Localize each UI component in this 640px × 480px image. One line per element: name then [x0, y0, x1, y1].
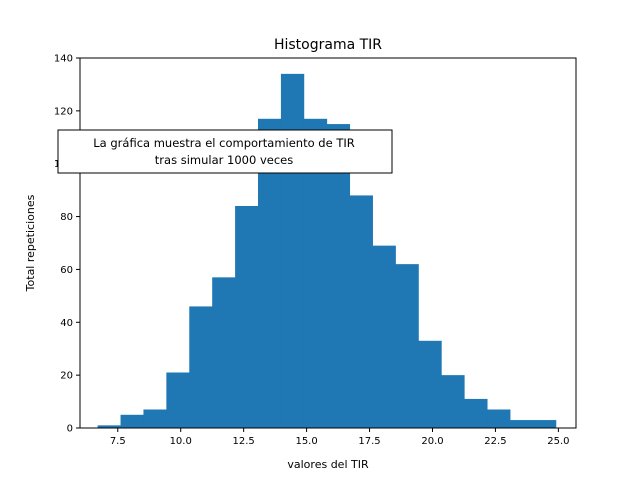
histogram-bar-2 — [143, 409, 167, 428]
y-axis-ticks: 020406080100120140 — [54, 54, 80, 435]
histogram-bars — [97, 73, 557, 429]
histogram-bar-14 — [418, 340, 442, 428]
y-tick-label: 140 — [54, 54, 73, 65]
histogram-bar-3 — [166, 372, 190, 428]
histogram-bar-5 — [212, 277, 236, 428]
y-tick-label: 80 — [60, 212, 73, 223]
histogram-bar-12 — [372, 245, 396, 428]
x-axis-label: valores del TIR — [287, 458, 369, 471]
histogram-bar-9 — [303, 118, 328, 429]
y-tick-label: 60 — [60, 265, 73, 276]
histogram-bar-8 — [280, 73, 305, 428]
histogram-bar-13 — [395, 264, 419, 428]
histogram-bar-11 — [349, 195, 373, 428]
chart-title: Histograma TIR — [274, 37, 382, 53]
plot-frame — [79, 57, 577, 429]
annotation-line-2: tras simular 1000 veces — [155, 153, 293, 167]
annotation-frame — [57, 129, 393, 174]
x-tick-label: 12.5 — [233, 436, 255, 447]
y-tick-label: 120 — [54, 106, 73, 117]
histogram-bar-17 — [487, 409, 511, 428]
histogram-bar-15 — [441, 375, 465, 428]
x-axis-ticks: 7.5 10.0 12.5 15.0 17.5 20.0 22.5 25.0 — [110, 428, 570, 447]
x-tick-label: 25.0 — [547, 436, 569, 447]
annotation-line-1: La gráfica muestra el comportamiento de … — [93, 136, 354, 150]
x-tick-label: 7.5 — [110, 436, 126, 447]
histogram-bar-18 — [510, 420, 534, 428]
x-tick-label: 22.5 — [484, 436, 506, 447]
histogram-bar-1 — [120, 414, 144, 428]
histogram-bar-4 — [189, 306, 213, 428]
histogram-bar-7 — [258, 118, 282, 429]
x-tick-label: 10.0 — [170, 436, 192, 447]
y-tick-label: 40 — [60, 318, 73, 329]
histogram-bar-10 — [326, 124, 351, 429]
histogram-bar-0 — [97, 425, 121, 428]
histogram-bar-19 — [532, 420, 557, 428]
x-tick-label: 15.0 — [295, 436, 317, 447]
annotation-box: La gráfica muestra el comportamiento de … — [57, 129, 393, 174]
y-tick-label: 0 — [67, 424, 73, 435]
y-axis-label: Total repeticiones — [24, 194, 37, 292]
x-tick-label: 17.5 — [358, 436, 380, 447]
y-tick-label: 20 — [60, 371, 73, 382]
histogram-bar-16 — [464, 398, 488, 428]
histogram-bar-6 — [235, 206, 259, 428]
x-tick-label: 20.0 — [421, 436, 443, 447]
